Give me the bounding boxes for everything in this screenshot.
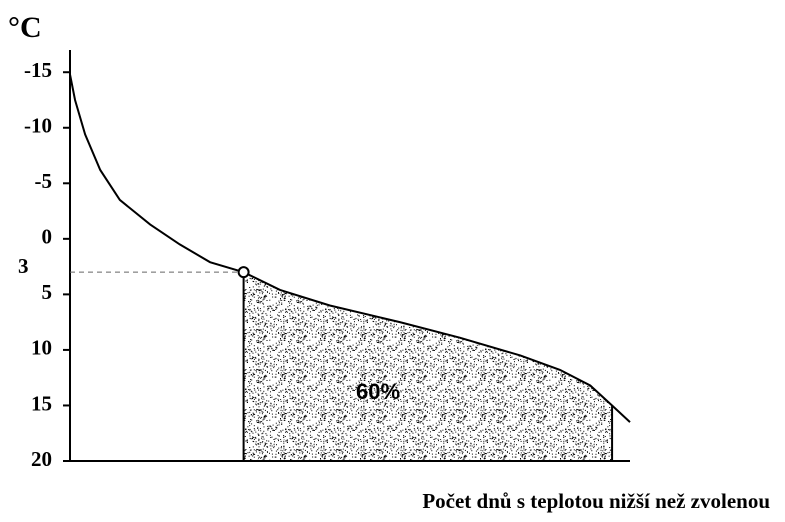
- y-tick-label: 0: [42, 225, 53, 249]
- y-tick-label: -5: [35, 169, 53, 193]
- threshold-label: 3: [18, 254, 29, 278]
- curve: [69, 74, 631, 423]
- shaded-area: [243, 272, 613, 461]
- y-tick-label: 20: [31, 447, 52, 471]
- y-axis-label: °C: [8, 11, 42, 44]
- y-tick-label: 15: [31, 391, 52, 415]
- y-tick-label: -10: [24, 114, 52, 138]
- threshold-point: [237, 266, 250, 279]
- y-tick-label: 10: [31, 336, 52, 360]
- y-tick-label: -15: [24, 58, 52, 82]
- y-tick-label: 5: [42, 280, 53, 304]
- annotation: 60%: [356, 379, 400, 404]
- x-axis-label: Počet dnů s teplotou nižší než zvolenou: [422, 489, 770, 513]
